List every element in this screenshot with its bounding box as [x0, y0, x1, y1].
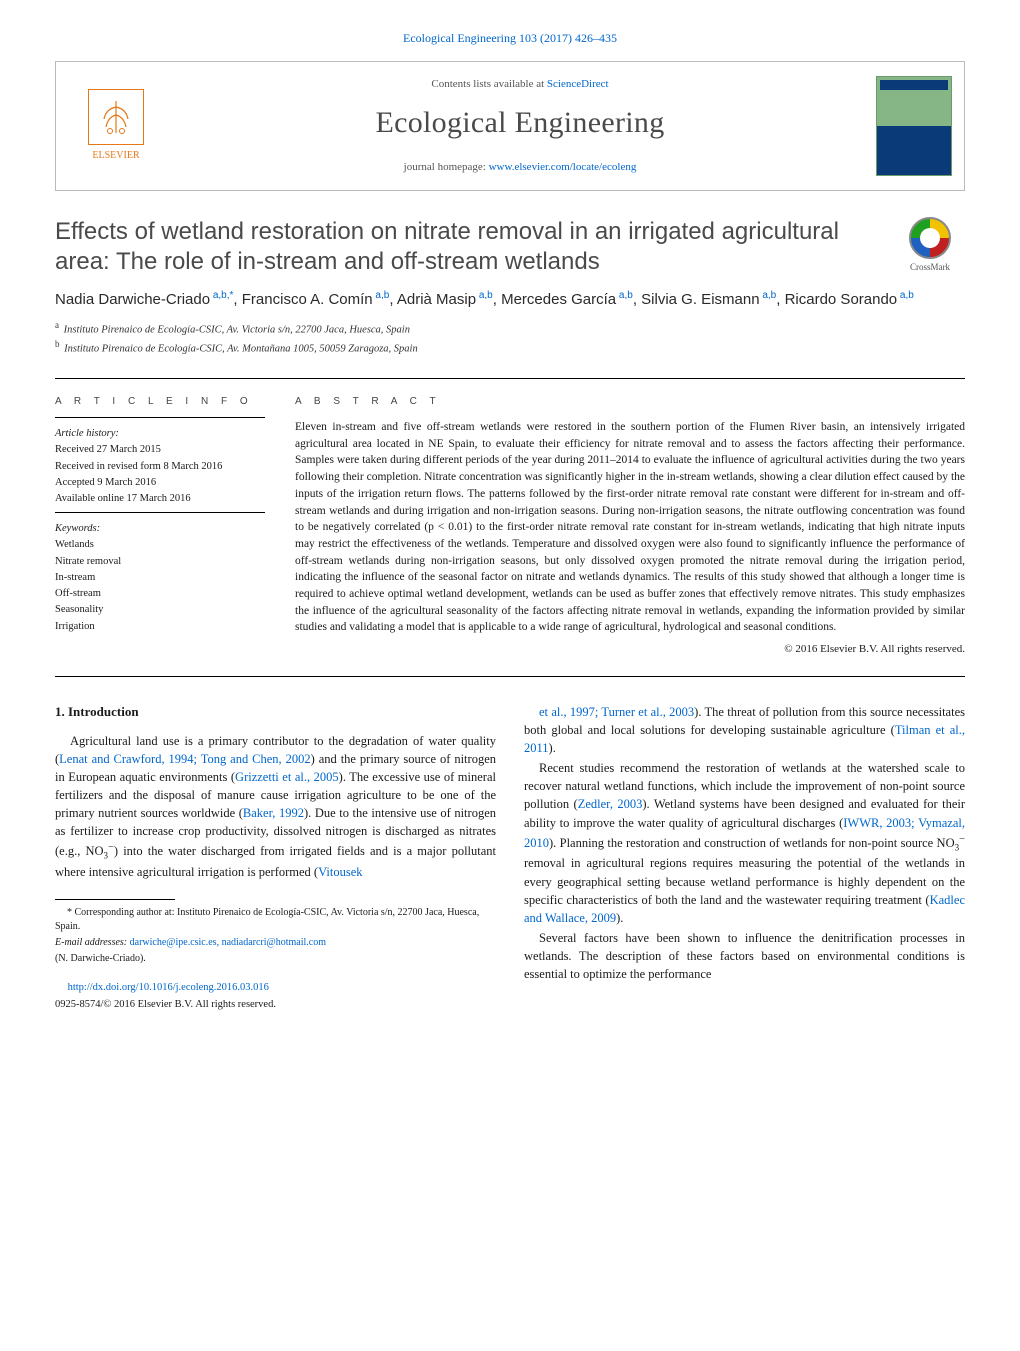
crossmark-badge[interactable]: CrossMark [895, 217, 965, 274]
authors-list: Nadia Darwiche-Criado a,b,*, Francisco A… [55, 289, 965, 311]
journal-title: Ecological Engineering [376, 101, 665, 145]
affiliations: a Instituto Pirenaico de Ecología-CSIC, … [55, 319, 965, 358]
article-body: 1. Introduction Agricultural land use is… [55, 703, 965, 1013]
body-para: Recent studies recommend the restoration… [524, 759, 965, 927]
crossmark-icon [909, 217, 951, 259]
divider-bottom [55, 676, 965, 677]
keyword: Irrigation [55, 619, 265, 634]
article-info-column: a r t i c l e i n f o Article history: R… [55, 395, 265, 658]
author: Nadia Darwiche-Criado a,b,* [55, 291, 233, 308]
elsevier-tree-icon [88, 89, 144, 145]
journal-ref-link[interactable]: Ecological Engineering 103 (2017) 426–43… [403, 31, 617, 45]
publisher-name: ELSEVIER [88, 149, 144, 164]
history-line: Accepted 9 March 2016 [55, 475, 265, 490]
footnotes: * Corresponding author at: Instituto Pir… [55, 906, 496, 966]
elsevier-logo[interactable]: ELSEVIER [88, 89, 144, 164]
abstract-copyright: © 2016 Elsevier B.V. All rights reserved… [295, 642, 965, 658]
issn-copyright: 0925-8574/© 2016 Elsevier B.V. All right… [55, 997, 496, 1012]
author: Silvia G. Eismann a,b [641, 291, 776, 308]
keyword: In-stream [55, 570, 265, 585]
journal-header-box: ELSEVIER Contents lists available at Sci… [55, 61, 965, 191]
section-heading-introduction: 1. Introduction [55, 703, 496, 722]
keyword: Nitrate removal [55, 554, 265, 569]
keyword: Off-stream [55, 586, 265, 601]
contents-lists-line: Contents lists available at ScienceDirec… [431, 77, 608, 93]
article-history-label: Article history: [55, 426, 265, 441]
divider-top [55, 378, 965, 379]
corresponding-author-note: * Corresponding author at: Instituto Pir… [55, 906, 496, 934]
author: Francisco A. Comín a,b [242, 291, 390, 308]
history-line: Received in revised form 8 March 2016 [55, 459, 265, 474]
email-line: E-mail addresses: darwiche@ipe.csic.es, … [55, 936, 496, 950]
doi-link[interactable]: http://dx.doi.org/10.1016/j.ecoleng.2016… [68, 982, 269, 993]
history-line: Received 27 March 2015 [55, 442, 265, 457]
sciencedirect-link[interactable]: ScienceDirect [547, 78, 609, 90]
article-info-label: a r t i c l e i n f o [55, 395, 265, 410]
affiliation: a Instituto Pirenaico de Ecología-CSIC, … [55, 319, 965, 338]
crossmark-label: CrossMark [910, 262, 950, 272]
author-email-link[interactable]: darwiche@ipe.csic.es, nadiadarcri@hotmai… [130, 937, 326, 948]
footnote-rule [55, 899, 175, 900]
journal-homepage-link[interactable]: www.elsevier.com/locate/ecoleng [489, 161, 637, 173]
body-para: Agricultural land use is a primary contr… [55, 732, 496, 882]
journal-homepage-line: journal homepage: www.elsevier.com/locat… [404, 160, 637, 176]
author: Adrià Masip a,b [397, 291, 493, 308]
publisher-logo-cell: ELSEVIER [56, 62, 176, 190]
abstract-text: Eleven in-stream and five off-stream wet… [295, 419, 965, 636]
history-line: Available online 17 March 2016 [55, 491, 265, 506]
author: Ricardo Sorando a,b [785, 291, 914, 308]
journal-cover-cell [864, 62, 964, 190]
abstract-column: a b s t r a c t Eleven in-stream and fiv… [295, 395, 965, 658]
journal-cover-thumbnail[interactable] [876, 76, 952, 176]
affiliation: b Instituto Pirenaico de Ecología-CSIC, … [55, 338, 965, 357]
body-para: Several factors have been shown to influ… [524, 929, 965, 983]
abstract-label: a b s t r a c t [295, 395, 965, 410]
keywords-label: Keywords: [55, 521, 265, 536]
journal-reference-top: Ecological Engineering 103 (2017) 426–43… [55, 30, 965, 47]
keyword: Wetlands [55, 537, 265, 552]
author: Mercedes García a,b [501, 291, 633, 308]
article-title: Effects of wetland restoration on nitrat… [55, 217, 879, 277]
email-name: (N. Darwiche-Criado). [55, 952, 496, 966]
body-para: et al., 1997; Turner et al., 2003). The … [524, 703, 965, 757]
doi-footer: http://dx.doi.org/10.1016/j.ecoleng.2016… [55, 980, 496, 1012]
header-center: Contents lists available at ScienceDirec… [176, 62, 864, 190]
keyword: Seasonality [55, 602, 265, 617]
